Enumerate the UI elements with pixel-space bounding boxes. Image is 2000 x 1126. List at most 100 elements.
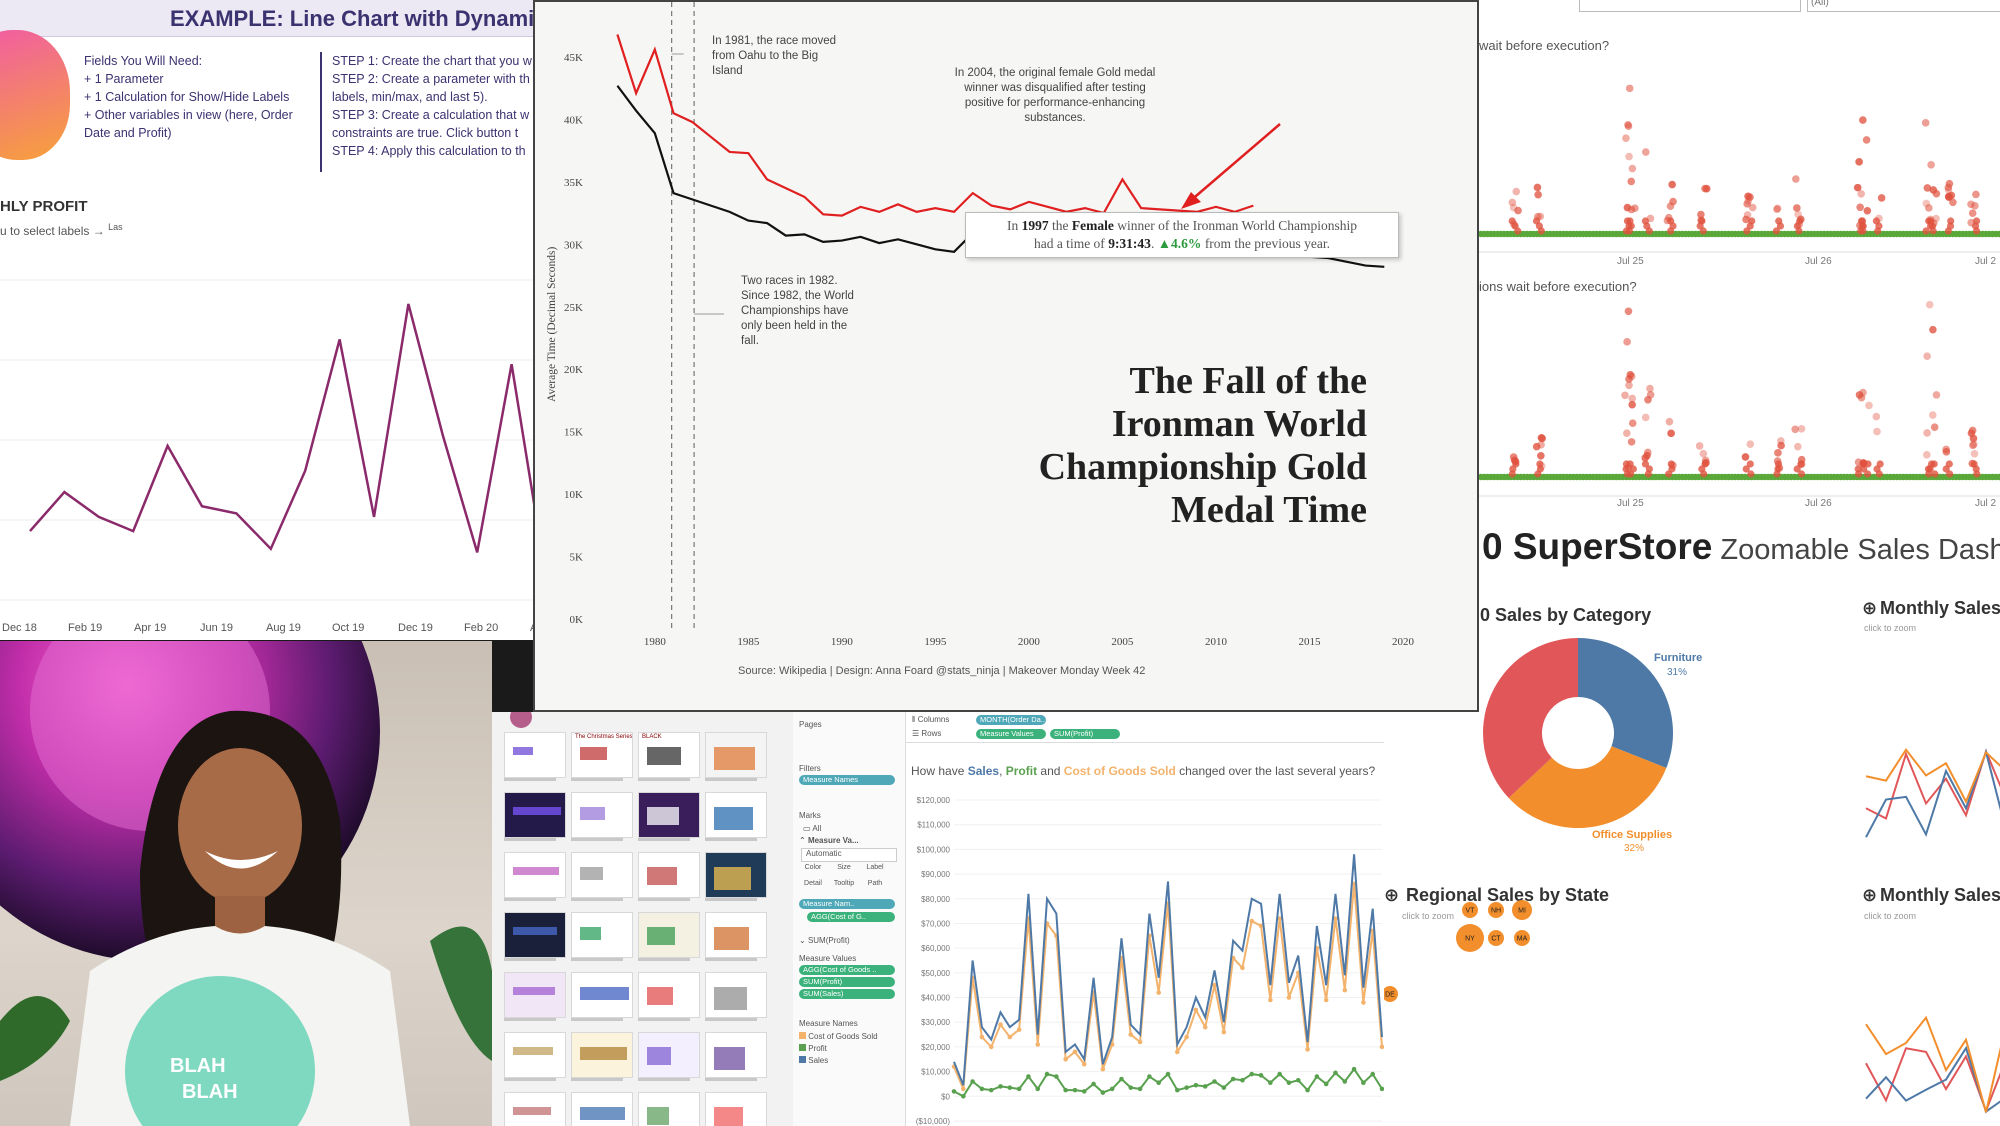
x-tick-label: 1985 [737,636,760,648]
profit-chart-title: HLY PROFIT [0,198,88,215]
wait-outlier-dot [1626,217,1634,225]
measure-value-pill[interactable]: SUM(Sales) [799,989,895,999]
wait-outlier-dot [1628,394,1637,403]
zoom-icon[interactable]: ⊕ [1862,885,1878,905]
viz-thumbnail[interactable]: BLACK [638,732,700,778]
mark-pill-cost[interactable]: AGG(Cost of G.. [807,912,895,922]
monthly-sales-title-1[interactable]: ⊕Monthly Sales b [1862,598,2000,618]
mark-button-detail[interactable]: Detail [804,880,822,887]
profit-line [29,303,534,553]
wait-outlier-dot [1509,203,1518,212]
viz-thumbnail[interactable] [638,1032,700,1078]
viz-thumbnail[interactable] [504,1032,566,1078]
wait-outlier-dot [1536,460,1544,468]
mark-type-select[interactable]: Automatic [801,848,897,862]
filter-pill[interactable]: Measure Names [799,775,895,785]
mark-pill-names[interactable]: Measure Nam.. [799,899,895,909]
wait-outlier-dot [1929,325,1937,334]
wait-outlier-dot [1777,437,1785,445]
x-tick-label: 2015 [1298,636,1321,648]
thumbnail-graphic [513,987,555,995]
viz-thumbnail[interactable] [638,852,700,898]
wait-outlier-dot [1777,441,1785,450]
y-tick-label: $0 [941,1092,950,1101]
wait-outlier-dot [1641,413,1650,422]
series-point [1175,1049,1180,1055]
series-point [1072,1087,1078,1093]
mark-button-color[interactable]: Color [804,864,822,871]
state-bubble [1488,902,1504,918]
wait-outlier-dot [1858,217,1867,225]
viz-thumbnail[interactable] [504,852,566,898]
series-point [1193,1007,1199,1013]
wait-outlier-dot [1743,227,1751,235]
thumbnail-graphic [513,867,559,875]
wait-outlier-dot [1865,401,1873,410]
wait-outlier-dot [1532,442,1541,451]
legend-item-profit[interactable]: Profit [799,1044,827,1053]
viz-thumbnail[interactable] [504,912,566,958]
viz-thumbnail[interactable] [705,732,767,778]
series-line-sales [953,854,1383,1086]
y-tick-label: $40,000 [921,994,950,1003]
series-point [1277,916,1282,921]
viz-thumbnail[interactable] [504,732,566,778]
monthly-sales-title-2[interactable]: ⊕Monthly Sales b [1862,885,2000,905]
mark-button-size[interactable]: Size [837,864,851,871]
wait-dot [1995,473,2000,481]
legend-item-sales[interactable]: Sales [799,1056,828,1065]
viz-thumbnail[interactable] [638,792,700,838]
avatar[interactable] [510,712,532,728]
rows-pill-values[interactable]: Measure Values [976,729,1046,739]
rows-pill-profit[interactable]: SUM(Profit) [1050,729,1120,739]
wait-outlier-dot [1534,190,1542,199]
viz-thumbnail[interactable] [571,852,633,898]
marks-all[interactable]: ▭ All [803,824,822,833]
mark-button-path[interactable]: Path [867,880,883,887]
filter-dropdown-right[interactable]: (All) [1807,0,2000,12]
viz-thumbnail[interactable] [705,1032,767,1078]
filter-dropdown-left[interactable] [1579,0,1801,12]
viz-thumbnail[interactable] [571,792,633,838]
viz-thumbnail[interactable] [705,972,767,1018]
measure-value-pill[interactable]: SUM(Profit) [799,977,895,987]
zoom-icon[interactable]: ⊕ [1384,885,1400,905]
sum-profit-card[interactable]: ⌄ SUM(Profit) [799,936,850,945]
click-to-zoom: click to zoom [1864,623,1917,633]
thumbnail-graphic [714,987,747,1010]
viz-thumbnail[interactable] [504,1092,566,1126]
legend-item-cogs[interactable]: Cost of Goods Sold [799,1032,878,1041]
viz-thumbnail[interactable]: The Christmas Series [571,732,633,778]
neck [215,896,265,936]
viz-thumbnail[interactable] [638,972,700,1018]
zoom-icon[interactable]: ⊕ [1862,598,1878,618]
plant-leaf [0,996,70,1081]
viz-thumbnail[interactable] [571,972,633,1018]
series-point [1342,987,1348,993]
viz-thumbnail[interactable] [705,912,767,958]
viz-thumbnail[interactable] [705,1092,767,1126]
series-point [988,1044,994,1050]
viz-thumbnail[interactable] [705,792,767,838]
wait-outlier-dot [1796,217,1804,225]
viz-thumbnail[interactable] [504,792,566,838]
marks-measure[interactable]: ⌃ Measure Va... [799,836,859,845]
viz-thumbnail[interactable] [504,972,566,1018]
regional-sales-title[interactable]: ⊕ Regional Sales by State [1384,885,1610,905]
viz-thumbnail[interactable] [571,1032,633,1078]
viz-thumbnail[interactable] [638,912,700,958]
viz-thumbnail[interactable] [571,912,633,958]
series-point [1314,1074,1320,1079]
viz-thumbnail[interactable] [571,1092,633,1126]
viz-thumbnail[interactable] [638,1092,700,1126]
viz-thumbnail[interactable] [705,852,767,898]
columns-pill[interactable]: MONTH(Order Da.. [976,715,1046,725]
mark-button-label[interactable]: Label [866,864,884,871]
wait-outlier-dot [1797,460,1805,468]
thumbnail-graphic [580,987,629,1000]
series-point [1286,995,1292,1000]
tableau-worksheet: Pages Filters Measure Names Marks ▭ All … [793,712,1384,1126]
measure-value-pill[interactable]: AGG(Cost of Goods .. [799,965,895,975]
thumbnail-graphic [714,867,751,890]
mark-button-tooltip[interactable]: Tooltip [833,880,855,887]
